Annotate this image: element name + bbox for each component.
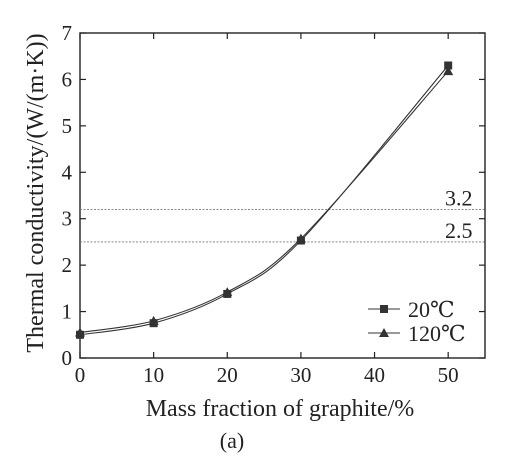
- y-tick-label: 4: [62, 160, 73, 184]
- data-point-triangle: [295, 233, 306, 243]
- x-tick-label: 50: [438, 363, 459, 387]
- series-line: [79, 65, 449, 336]
- y-tick-label: 1: [62, 300, 73, 324]
- data-point-triangle: [443, 66, 454, 76]
- data-point-triangle: [222, 287, 233, 297]
- series-layer: [75, 61, 454, 339]
- x-tick-label: 10: [143, 363, 164, 387]
- plot-area: [79, 32, 486, 359]
- x-tick-label: 30: [290, 363, 311, 387]
- y-tick-label: 2: [62, 253, 73, 277]
- x-tick-label: 40: [364, 363, 385, 387]
- ticks-layer: 0 10 20 30 40 50 0 1 2 3 4 5 6 7: [62, 21, 485, 387]
- reference-line-label: 2.5: [445, 218, 473, 243]
- y-tick-label: 3: [62, 207, 73, 231]
- data-point-triangle: [75, 327, 85, 337]
- x-axis-label: Mass fraction of graphite/%: [146, 396, 415, 422]
- x-tick-label: 0: [75, 363, 86, 387]
- reference-lines: 3.22.5: [80, 185, 485, 243]
- y-axis-label: Thermal conductivity/(W/(m·K)): [23, 33, 49, 352]
- series-line: [79, 70, 449, 334]
- series: [76, 61, 453, 339]
- y-tick-label: 0: [62, 346, 73, 370]
- data-point-triangle: [148, 315, 159, 325]
- y-tick-label: 5: [62, 114, 73, 138]
- y-tick-label: 7: [62, 21, 73, 45]
- x-tick-label: 20: [217, 363, 238, 387]
- series: [75, 66, 454, 337]
- figure-caption: (a): [220, 428, 244, 453]
- reference-line-label: 3.2: [445, 185, 473, 210]
- data-point-square: [444, 61, 453, 70]
- y-tick-label: 6: [62, 67, 73, 91]
- data-point-triangle: [379, 328, 389, 337]
- plot-frame: [79, 32, 486, 359]
- legend-label: 120℃: [408, 321, 466, 346]
- legend-label: 20℃: [408, 297, 455, 322]
- data-point-square: [380, 305, 388, 313]
